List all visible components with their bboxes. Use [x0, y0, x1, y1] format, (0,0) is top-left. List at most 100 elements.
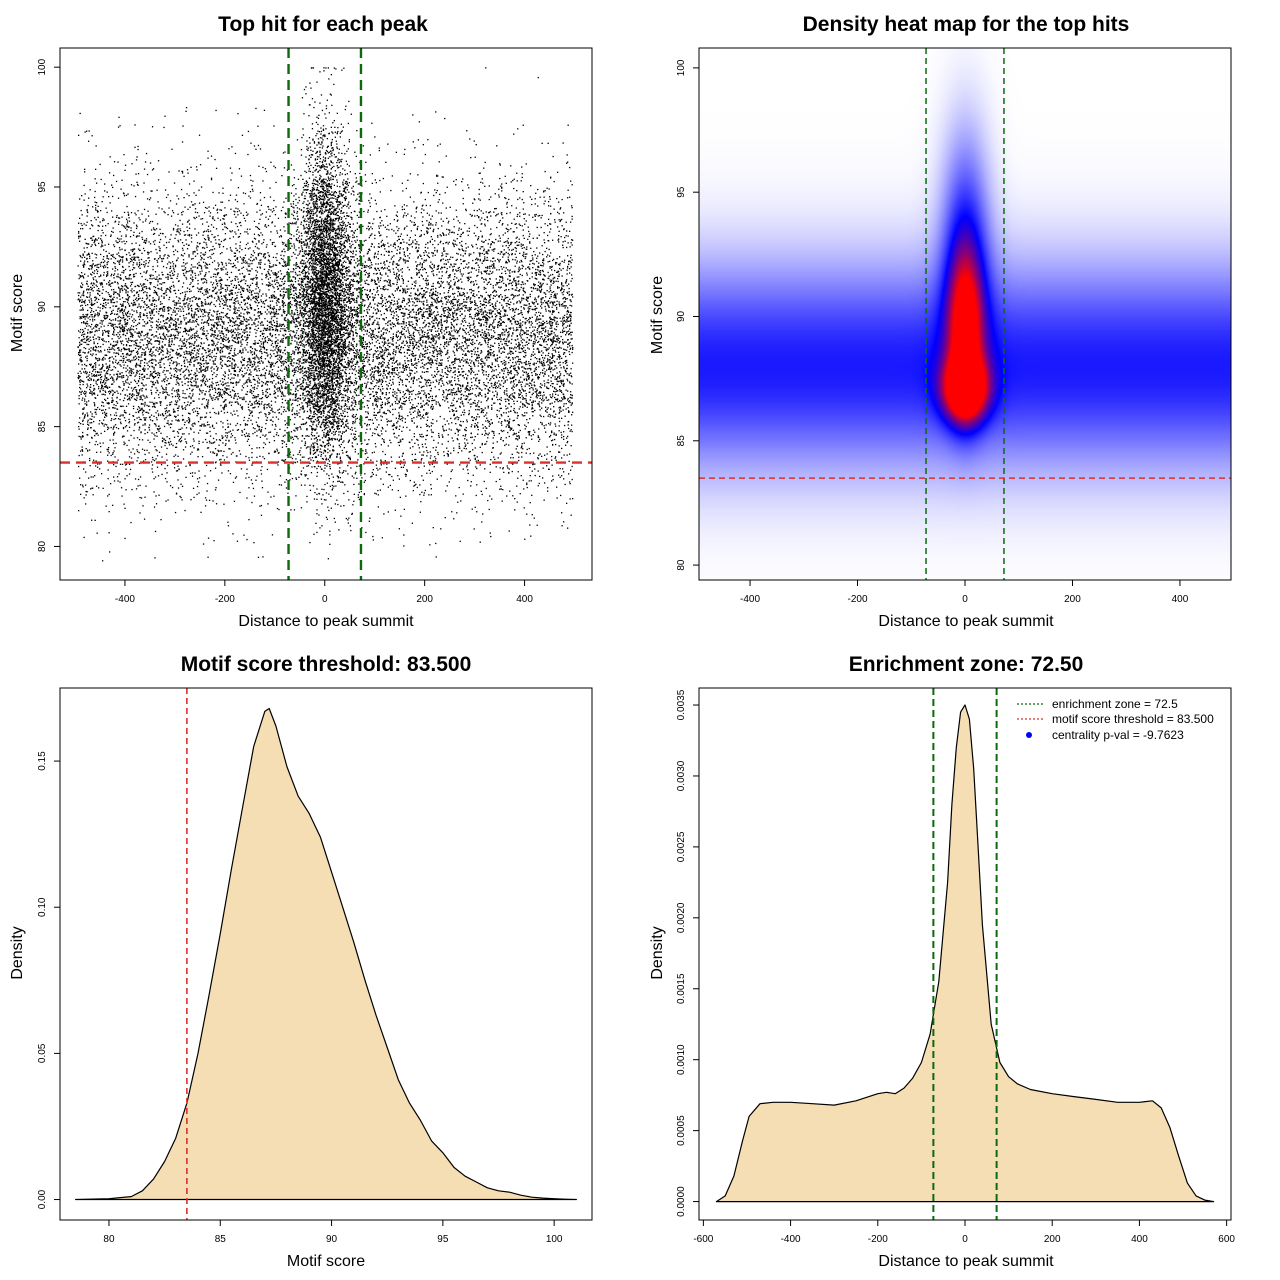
scatter-point — [301, 193, 303, 195]
scatter-point — [470, 378, 472, 380]
scatter-point — [367, 276, 369, 278]
scatter-point — [190, 290, 192, 292]
scatter-point — [204, 251, 207, 253]
scatter-point — [348, 296, 350, 299]
scatter-point — [366, 425, 368, 427]
scatter-point — [571, 277, 573, 280]
scatter-point — [538, 262, 540, 264]
scatter-point — [268, 289, 270, 291]
scatter-point — [407, 336, 409, 338]
scatter-point — [326, 190, 328, 193]
scatter-point — [79, 383, 81, 386]
scatter-point — [500, 294, 502, 296]
scatter-point — [387, 511, 389, 513]
scatter-point — [239, 315, 241, 317]
scatter-point — [305, 215, 308, 217]
scatter-point — [201, 398, 204, 400]
scatter-point — [284, 291, 287, 293]
scatter-point — [211, 424, 214, 426]
scatter-point — [251, 501, 253, 504]
scatter-point — [79, 359, 81, 361]
scatter-point — [508, 396, 510, 399]
scatter-point — [81, 360, 83, 362]
scatter-point — [491, 362, 493, 364]
scatter-point — [183, 402, 186, 404]
scatter-point — [369, 369, 371, 371]
scatter-point — [364, 374, 366, 376]
scatter-point — [190, 369, 193, 372]
scatter-point — [119, 303, 122, 305]
scatter-point — [510, 372, 512, 375]
scatter-point — [208, 312, 211, 314]
scatter-point — [214, 389, 217, 391]
scatter-point — [254, 358, 256, 360]
scatter-point — [421, 416, 423, 418]
scatter-point — [284, 387, 286, 389]
scatter-point — [510, 342, 512, 344]
scatter-point — [179, 321, 182, 323]
scatter-point — [530, 305, 532, 308]
scatter-point — [545, 336, 547, 339]
scatter-point — [447, 434, 449, 436]
scatter-point — [218, 444, 220, 446]
scatter-point — [98, 346, 100, 348]
scatter-point — [352, 280, 354, 282]
scatter-point — [109, 283, 111, 285]
scatter-point — [196, 411, 199, 413]
scatter-point — [331, 327, 333, 330]
scatter-point — [430, 366, 432, 369]
scatter-point — [82, 380, 84, 382]
scatter-point — [519, 429, 521, 432]
scatter-point — [542, 477, 544, 479]
scatter-point — [249, 364, 251, 366]
scatter-point — [380, 373, 382, 375]
scatter-point — [529, 453, 531, 455]
scatter-point — [482, 318, 484, 321]
scatter-point — [151, 126, 154, 128]
scatter-point — [213, 394, 215, 397]
scatter-point — [387, 344, 389, 346]
scatter-point — [485, 278, 487, 280]
scatter-point — [252, 250, 255, 252]
scatter-point — [176, 470, 179, 472]
scatter-point — [107, 460, 109, 462]
scatter-point — [189, 305, 192, 307]
scatter-point — [301, 265, 304, 267]
scatter-point — [437, 300, 439, 303]
scatter-point — [552, 239, 554, 241]
scatter-point — [310, 356, 312, 359]
scatter-point — [564, 396, 566, 399]
scatter-point — [411, 342, 413, 344]
scatter-point — [385, 323, 387, 325]
scatter-point — [431, 397, 433, 400]
scatter-point — [127, 211, 129, 213]
scatter-point — [419, 415, 421, 417]
scatter-point — [157, 299, 160, 301]
scatter-point — [285, 265, 287, 267]
scatter-point — [396, 426, 398, 428]
scatter-point — [95, 239, 97, 241]
scatter-point — [80, 388, 82, 390]
scatter-point — [103, 419, 105, 421]
scatter-point — [542, 365, 544, 367]
scatter-point — [468, 399, 470, 401]
scatter-point — [564, 349, 566, 351]
scatter-point — [426, 425, 428, 427]
scatter-point — [399, 257, 401, 259]
scatter-point — [367, 361, 369, 363]
scatter-point — [237, 325, 240, 327]
scatter-point — [96, 285, 98, 288]
scatter-point — [507, 407, 509, 409]
scatter-point — [117, 252, 120, 254]
scatter-point — [443, 287, 445, 289]
scatter-point — [117, 316, 119, 319]
scatter-point — [533, 364, 535, 366]
scatter-point — [113, 273, 116, 275]
scatter-point — [331, 280, 333, 283]
scatter-point — [302, 345, 304, 347]
scatter-point — [256, 292, 258, 294]
scatter-point — [301, 408, 304, 410]
scatter-point — [95, 298, 97, 300]
scatter-point — [176, 420, 179, 422]
scatter-point — [118, 334, 121, 336]
